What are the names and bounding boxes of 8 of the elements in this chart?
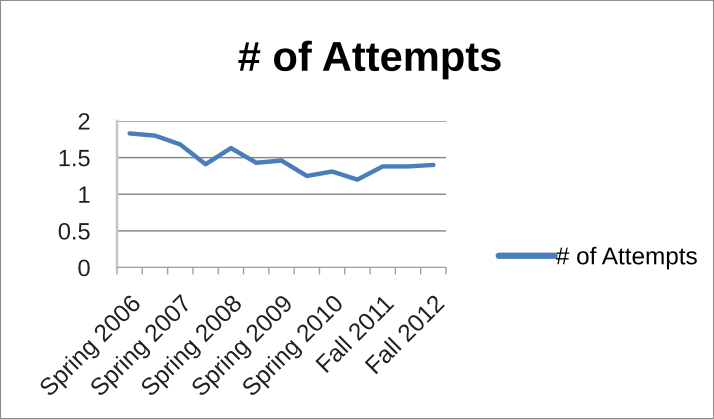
y-tick-label: 0.5: [58, 222, 90, 240]
y-tick-label: 0: [78, 260, 90, 276]
y-tick-label: 2: [78, 113, 90, 130]
legend-label: # of Attempts: [556, 246, 697, 270]
chart-title: # of Attempts: [238, 40, 501, 80]
y-tick-label: 1: [79, 186, 90, 203]
y-tick-label: 1.5: [60, 150, 90, 166]
line-series: [127, 131, 436, 182]
